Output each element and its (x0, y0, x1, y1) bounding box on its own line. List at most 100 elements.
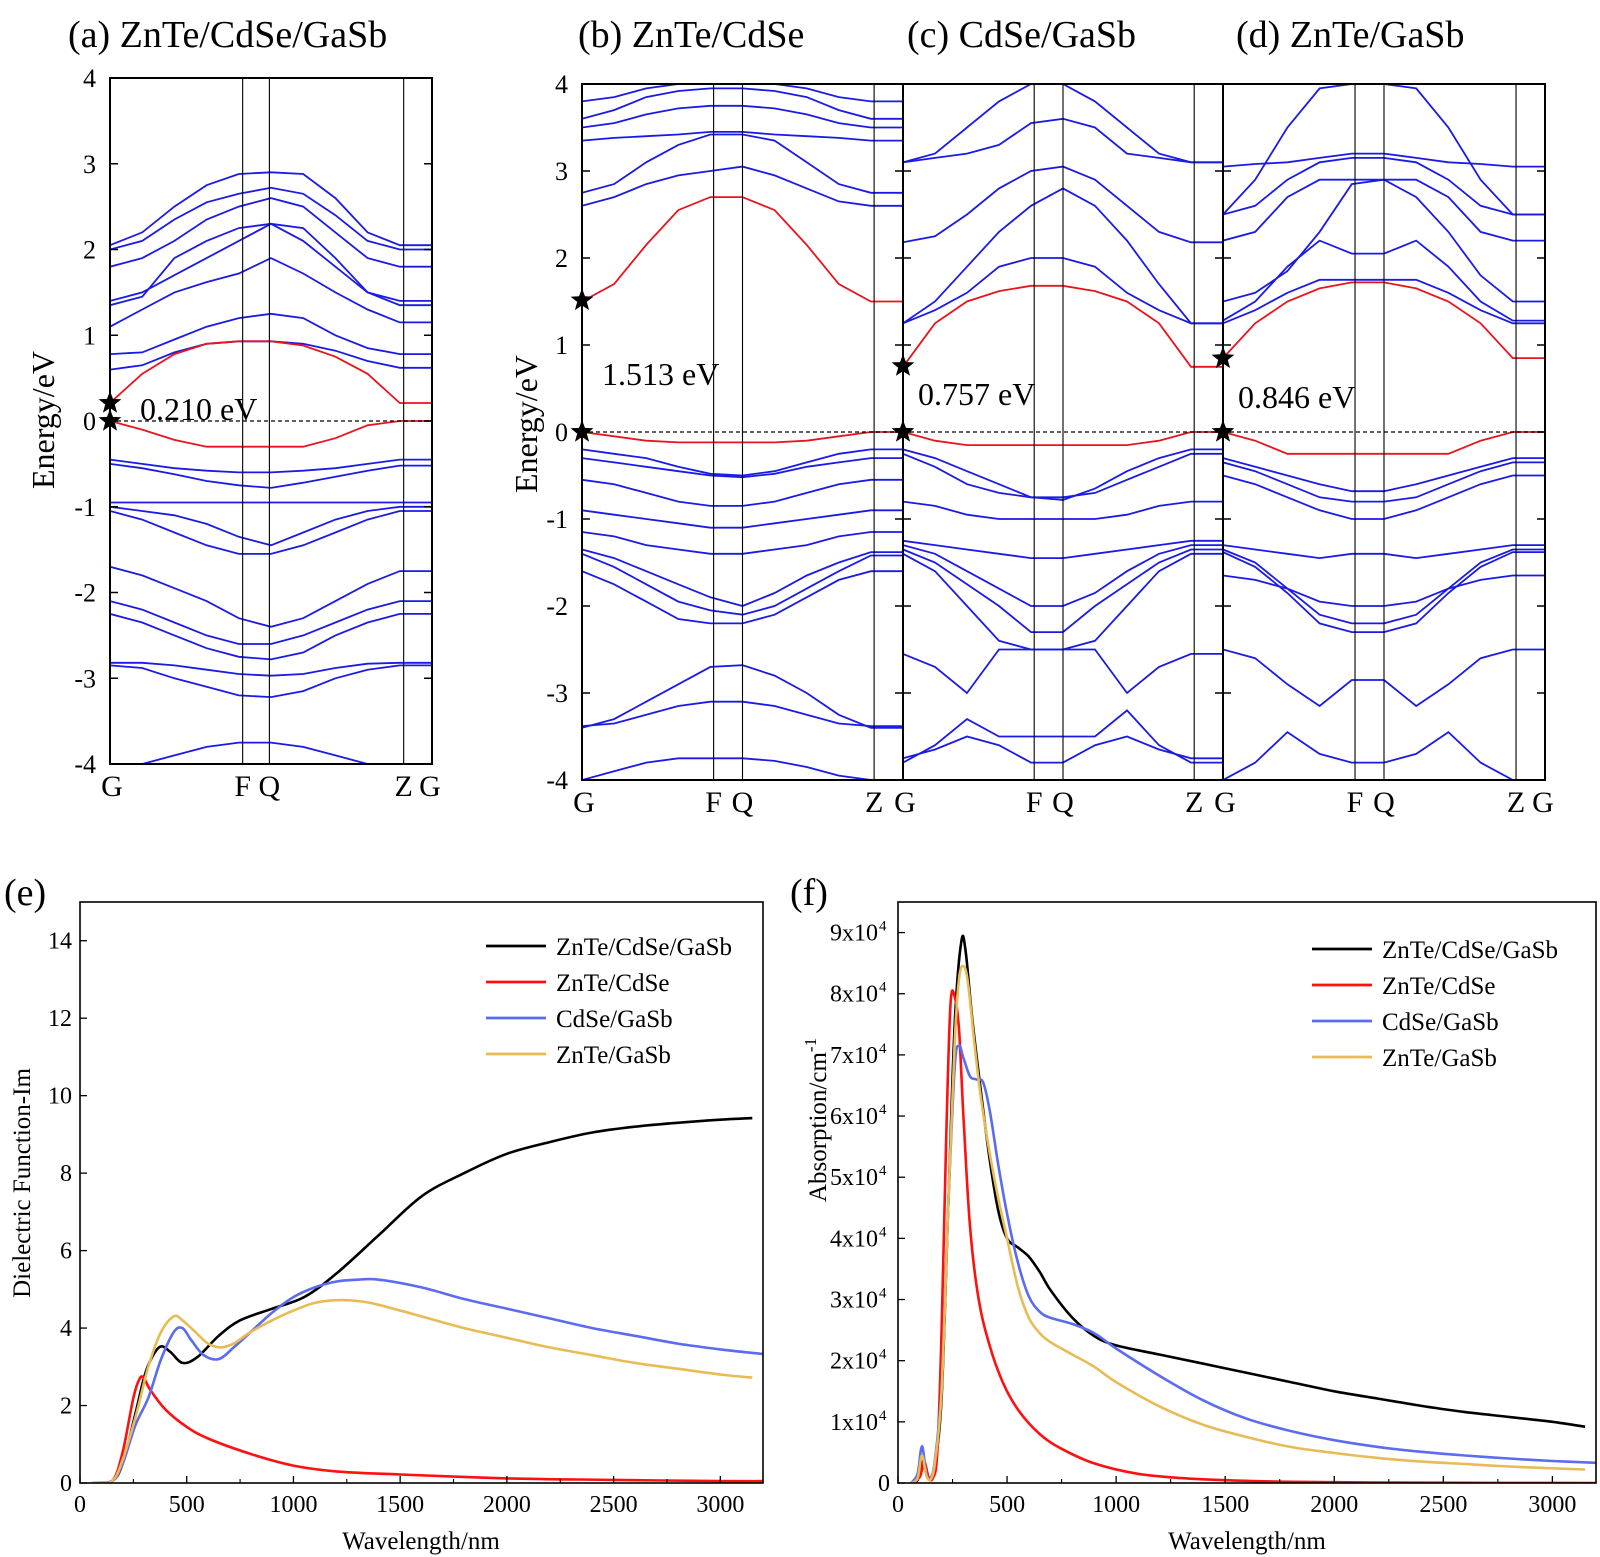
panel-e-ylabel: Dielectric Function-Im (9, 1068, 36, 1298)
kpoint-label: G (1214, 786, 1236, 819)
y-tick-label: 4 (60, 1316, 72, 1342)
legend-label: CdSe/GaSb (1382, 1009, 1499, 1036)
band-line (110, 186, 432, 251)
y-tick-label: 7x10 (830, 1043, 878, 1069)
y-tick-label: 4 (555, 70, 568, 99)
y-tick-label: 6x10 (830, 1104, 878, 1130)
y-tick-label: 14 (48, 929, 72, 955)
y-tick-label: 2 (83, 236, 96, 265)
y-tick-label: 10 (48, 1084, 72, 1110)
x-tick-label: 1500 (376, 1492, 424, 1518)
y-tick-label: 3 (83, 150, 96, 179)
panel-f-label: (f) (790, 872, 828, 914)
kpoint-label: F (1026, 786, 1043, 819)
y-tick-exponent: 4 (879, 1286, 887, 1302)
panel-c-gap-label: 0.757 eV (918, 376, 1035, 412)
legend-label: ZnTe/CdSe/GaSb (1382, 937, 1558, 964)
panel-b-title: (b) ZnTe/CdSe (578, 14, 804, 56)
kpoint-label: Q (1052, 786, 1074, 819)
legend-label: ZnTe/CdSe (556, 970, 670, 997)
band-line (110, 510, 432, 555)
y-tick-exponent: 4 (879, 1408, 887, 1424)
y-tick-label: -3 (74, 664, 96, 693)
kpoint-label: G (101, 770, 123, 803)
x-tick-label: 2000 (483, 1492, 531, 1518)
legend-label: CdSe/GaSb (556, 1006, 673, 1033)
y-tick-label: 2x10 (830, 1349, 878, 1375)
kpoint-label: G (894, 786, 916, 819)
band-line (582, 84, 903, 103)
band-edge-star (891, 420, 915, 442)
kpoint-label: G (419, 770, 441, 803)
band-line (110, 505, 432, 547)
panel-f-ylabel-text: Absorption/cm (805, 1052, 832, 1203)
y-tick-label: 0 (60, 1471, 72, 1497)
x-tick-label: 2500 (1419, 1492, 1467, 1518)
x-tick-label: 1500 (1201, 1492, 1249, 1518)
panel-f-ylabel-sup: -1 (801, 1038, 820, 1052)
y-tick-label: 0 (555, 418, 568, 447)
y-tick-label: -4 (74, 750, 96, 779)
legend-label: ZnTe/CdSe/GaSb (556, 934, 732, 961)
band-structure-b: 4 3 2 1 0 -1 -2 -3 -4G F Q Z (546, 70, 904, 819)
kpoint-label: Q (259, 770, 281, 803)
panel-a-ylabel: Energy/eV (25, 351, 61, 489)
plot-frame (897, 901, 1597, 1484)
x-tick-label: 3000 (1528, 1492, 1576, 1518)
conduction-band-edge (110, 340, 432, 404)
band-line (110, 741, 432, 764)
y-tick-exponent: 4 (879, 980, 887, 996)
series-line-1 (92, 1116, 753, 1483)
plot-frame (79, 901, 764, 1484)
band-line (110, 600, 432, 645)
y-tick-label: -3 (546, 679, 568, 708)
band-edge-star (891, 354, 915, 376)
kpoint-label: F (234, 770, 251, 803)
panel-e-xlabel: Wavelength/nm (342, 1528, 500, 1555)
y-tick-exponent: 4 (879, 1102, 887, 1118)
band-line (110, 664, 432, 699)
y-tick-label: 12 (48, 1006, 72, 1032)
kpoint-label: Z (1507, 786, 1525, 819)
x-tick-label: 0 (892, 1492, 904, 1518)
x-tick-label: 500 (989, 1492, 1025, 1518)
kpoint-label: G (1532, 786, 1554, 819)
y-tick-label: -2 (74, 579, 96, 608)
band-line (1223, 84, 1545, 216)
band-line (903, 84, 1223, 164)
band-edge-star (1211, 420, 1235, 442)
kpoint-label: G (573, 786, 595, 819)
legend-label: ZnTe/CdSe (1382, 973, 1496, 1000)
kpoint-label: Q (732, 786, 754, 819)
band-edge-star (98, 391, 122, 413)
y-tick-label: -4 (546, 766, 568, 795)
band-line (110, 565, 432, 628)
legend-label: ZnTe/GaSb (1382, 1045, 1497, 1072)
y-tick-label: -1 (546, 505, 568, 534)
series-line-4 (910, 964, 1586, 1483)
panel-d-gap-label: 0.846 eV (1238, 379, 1355, 415)
y-tick-label: 0 (83, 407, 96, 436)
kpoint-label: F (705, 786, 722, 819)
y-tick-label: 8x10 (830, 982, 878, 1008)
band-line (110, 312, 432, 356)
x-tick-label: 3000 (696, 1492, 744, 1518)
x-tick-label: 2000 (1310, 1492, 1358, 1518)
panel-c-title: (c) CdSe/GaSb (907, 14, 1136, 56)
band-line (110, 197, 432, 268)
x-tick-label: 1000 (1092, 1492, 1140, 1518)
kpoint-label: Z (394, 770, 412, 803)
y-tick-label: 2 (60, 1394, 72, 1420)
series-line-3 (92, 1277, 763, 1483)
band-line (110, 661, 432, 677)
y-tick-label: 9x10 (830, 921, 878, 947)
y-tick-label: 3x10 (830, 1288, 878, 1314)
kpoint-label: Z (865, 786, 883, 819)
y-tick-label: 1x10 (830, 1410, 878, 1436)
y-tick-label: 3 (555, 157, 568, 186)
band-line (110, 613, 432, 661)
